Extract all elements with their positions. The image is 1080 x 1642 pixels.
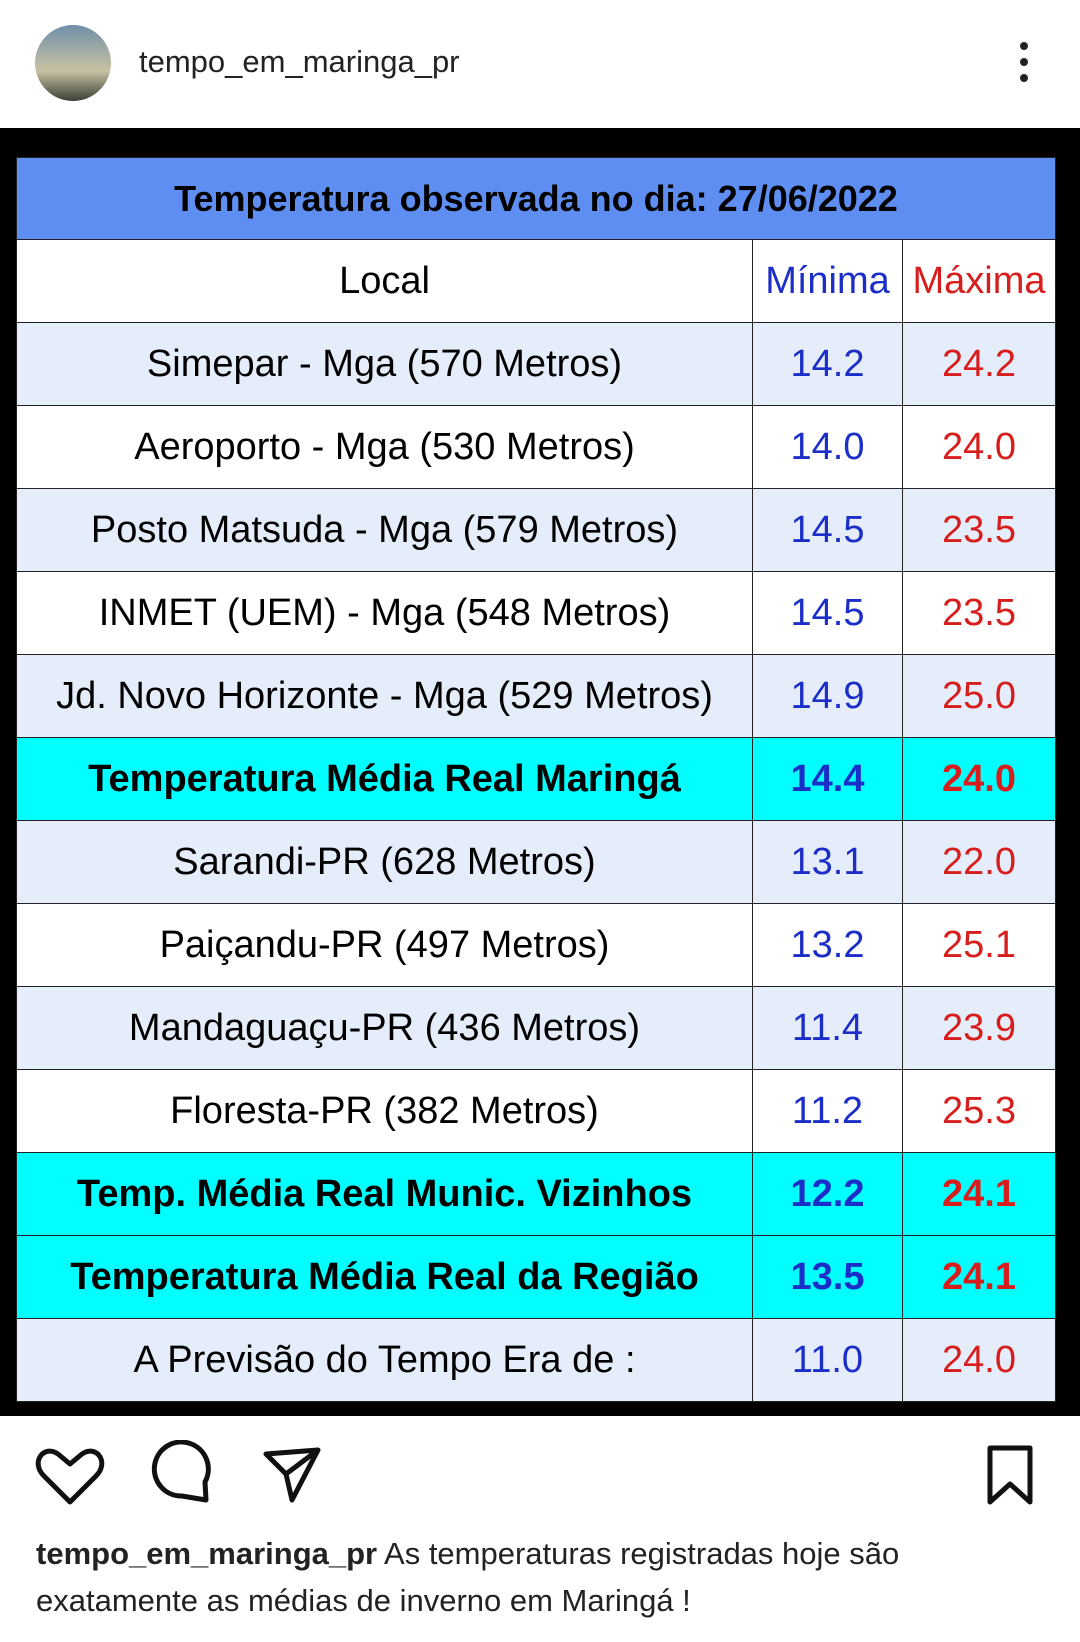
location-cell: INMET (UEM) - Mga (548 Metros) [16, 571, 753, 655]
caption-text: As temperaturas registradas hoje são exa… [36, 1536, 900, 1618]
like-button[interactable] [35, 1448, 105, 1505]
min-cell: 13.5 [752, 1235, 903, 1319]
min-cell: 14.4 [752, 737, 903, 821]
min-cell: 12.2 [752, 1152, 903, 1236]
max-cell: 25.1 [901, 903, 1057, 987]
comment-button[interactable] [151, 1440, 211, 1503]
max-cell: 23.5 [901, 571, 1057, 655]
action-bar [35, 1440, 1033, 1505]
table-row: A Previsão do Tempo Era de :11.0 24.0 [16, 1318, 1057, 1402]
min-cell: 13.1 [752, 820, 903, 904]
max-cell: 23.5 [901, 488, 1057, 572]
table-row: Simepar - Mga (570 Metros) 14.2 24.2 [16, 322, 1057, 406]
caption-username[interactable]: tempo_em_maringa_pr [36, 1536, 378, 1571]
max-cell: 23.9 [901, 986, 1057, 1070]
caption: tempo_em_maringa_pr As temperaturas regi… [36, 1530, 1046, 1624]
column-header: Mínima [752, 239, 903, 323]
location-cell: Simepar - Mga (570 Metros) [16, 322, 753, 406]
max-cell: 24.2 [901, 322, 1057, 406]
column-header: Local [16, 239, 753, 323]
table-row: Mandaguaçu-PR (436 Metros) 11.4 23.9 [16, 986, 1057, 1070]
table-row: Posto Matsuda - Mga (579 Metros) 14.5 23.5 [16, 488, 1057, 572]
table-row: Jd. Novo Horizonte - Mga (529 Metros) 14.… [16, 654, 1057, 738]
location-cell: Temperatura Média Real Maringá [16, 737, 753, 821]
location-cell: Aeroporto - Mga (530 Metros) [16, 405, 753, 489]
location-cell: A Previsão do Tempo Era de : [16, 1318, 753, 1402]
location-cell: Sarandi-PR (628 Metros) [16, 820, 753, 904]
max-cell: 24.0 [901, 1318, 1057, 1402]
location-cell: Floresta-PR (382 Metros) [16, 1069, 753, 1153]
table-row: Paiçandu-PR (497 Metros) 13.2 25.1 [16, 903, 1057, 987]
max-cell: 24.1 [901, 1235, 1057, 1319]
post-image: Temperatura observada no dia: 27/06/2022… [0, 128, 1080, 1416]
min-cell: 14.9 [752, 654, 903, 738]
table-row: INMET (UEM) - Mga (548 Metros) 14.5 23.5 [16, 571, 1057, 655]
table-row: Floresta-PR (382 Metros) 11.2 25.3 [16, 1069, 1057, 1153]
min-cell: 11.4 [752, 986, 903, 1070]
share-button[interactable] [263, 1447, 321, 1503]
location-cell: Paiçandu-PR (497 Metros) [16, 903, 753, 987]
min-cell: 11.2 [752, 1069, 903, 1153]
more-button[interactable] [1012, 40, 1036, 84]
table-body: Simepar - Mga (570 Metros) 14.2 24.2 Aeropo… [16, 322, 1057, 1402]
location-cell: Posto Matsuda - Mga (579 Metros) [16, 488, 753, 572]
max-cell: 25.0 [901, 654, 1057, 738]
column-header: Máxima [901, 239, 1057, 323]
min-cell: 13.2 [752, 903, 903, 987]
max-cell: 24.0 [901, 737, 1057, 821]
post-header: tempo_em_maringa_pr [0, 0, 1080, 128]
avatar[interactable] [35, 25, 111, 101]
max-cell: 24.1 [901, 1152, 1057, 1236]
location-cell: Temp. Média Real Munic. Vizinhos [16, 1152, 753, 1236]
min-cell: 14.5 [752, 571, 903, 655]
save-button[interactable] [987, 1445, 1033, 1505]
location-cell: Mandaguaçu-PR (436 Metros) [16, 986, 753, 1070]
table-row: Temperatura Média Real Maringá 14.4 24.0 [16, 737, 1057, 821]
temperature-table: Temperatura observada no dia: 27/06/2022… [15, 157, 1057, 1402]
max-cell: 22.0 [901, 820, 1057, 904]
location-cell: Temperatura Média Real da Região [16, 1235, 753, 1319]
min-cell: 14.5 [752, 488, 903, 572]
table-row: Sarandi-PR (628 Metros) 13.1 22.0 [16, 820, 1057, 904]
location-cell: Jd. Novo Horizonte - Mga (529 Metros) [16, 654, 753, 738]
table-row: Aeroporto - Mga (530 Metros) 14.0 24.0 [16, 405, 1057, 489]
table-row: Temperatura Média Real da Região 13.5 24.1 [16, 1235, 1057, 1319]
username[interactable]: tempo_em_maringa_pr [139, 44, 460, 79]
max-cell: 25.3 [901, 1069, 1057, 1153]
min-cell: 11.0 [752, 1318, 903, 1402]
max-cell: 24.0 [901, 405, 1057, 489]
table-row: Temp. Média Real Munic. Vizinhos 12.2 24.1 [16, 1152, 1057, 1236]
min-cell: 14.2 [752, 322, 903, 406]
table-title: Temperatura observada no dia: 27/06/2022 [15, 157, 1057, 240]
min-cell: 14.0 [752, 405, 903, 489]
